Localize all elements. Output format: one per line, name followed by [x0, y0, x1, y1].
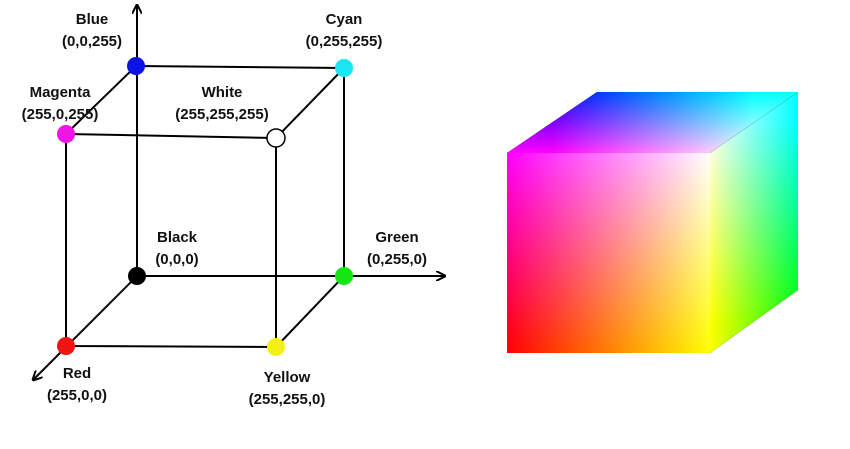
node-rgb: (255,0,0)	[47, 387, 107, 404]
red-axis	[33, 275, 138, 380]
node-rgb: (0,0,0)	[155, 251, 198, 268]
node-name: Blue	[76, 11, 109, 28]
color-node	[57, 337, 75, 355]
node-name: Cyan	[326, 11, 363, 28]
front-face	[507, 153, 710, 353]
right-face	[710, 92, 798, 353]
color-node	[127, 57, 145, 75]
node-name: White	[202, 84, 243, 101]
edge	[65, 67, 345, 140]
nodes: Blue (0,0,255) Cyan (0,255,255) Magenta (255,…	[22, 11, 427, 408]
color-node	[57, 125, 75, 143]
node-rgb: (255,255,255)	[175, 106, 268, 123]
node-name: Yellow	[264, 369, 311, 386]
node-rgb: (0,255,255)	[306, 33, 383, 50]
color-node	[335, 59, 353, 77]
color-node	[335, 267, 353, 285]
node-name: Green	[375, 229, 418, 246]
node-name: Red	[63, 365, 91, 382]
color-node	[128, 267, 146, 285]
color-node	[267, 338, 285, 356]
node-rgb: (0,0,255)	[62, 33, 122, 50]
color-cube	[507, 92, 798, 353]
node-name: Black	[157, 229, 198, 246]
node-name: Magenta	[30, 84, 92, 101]
cube-edges	[33, 5, 445, 380]
node-rgb: (255,0,255)	[22, 106, 99, 123]
color-node	[266, 128, 286, 148]
top-face	[507, 92, 798, 153]
node-rgb: (255,255,0)	[249, 391, 326, 408]
node-rgb: (0,255,0)	[367, 251, 427, 268]
